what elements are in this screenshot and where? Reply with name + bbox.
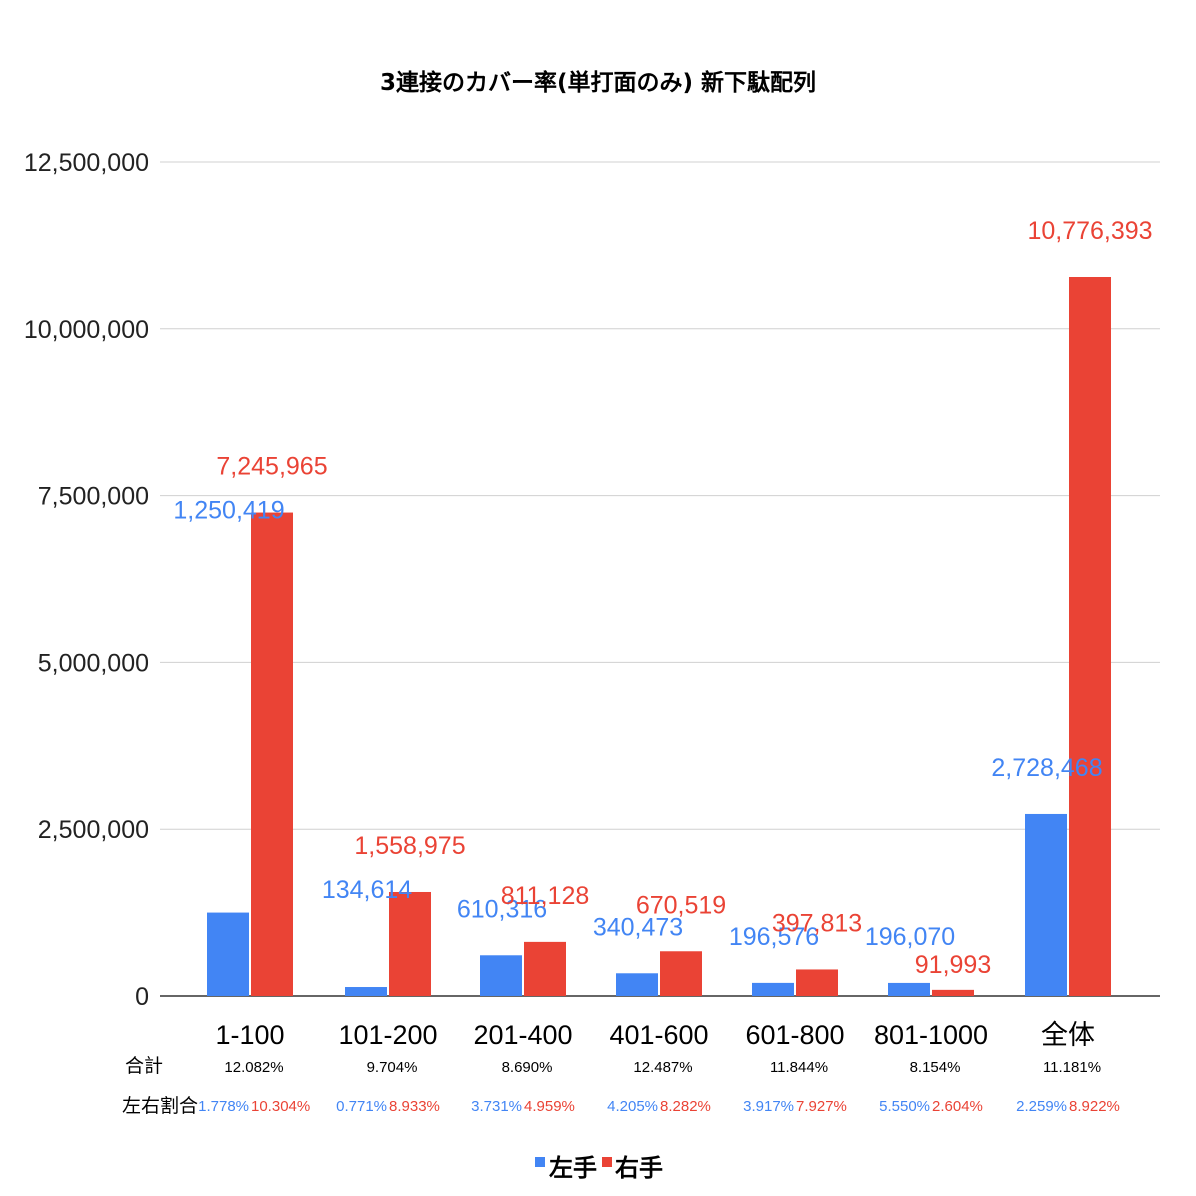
bar-left-hand xyxy=(1025,813,1067,996)
left-ratio-value: 3.917% xyxy=(743,1098,794,1115)
right-ratio-value: 8.933% xyxy=(389,1098,440,1115)
legend-swatch-right-hand xyxy=(602,1157,612,1167)
data-label-right-hand: 811,128 xyxy=(501,882,590,910)
chart-title: 3連接のカバー率(単打面のみ) 新下駄配列 xyxy=(380,69,816,96)
bar-left-hand xyxy=(888,982,930,996)
bar-left-hand xyxy=(207,912,249,996)
data-label-left-hand: 196,576 xyxy=(729,923,819,951)
data-label-left-hand: 134,614 xyxy=(322,876,412,904)
left-ratio-value: 5.550% xyxy=(879,1098,930,1115)
right-ratio-value: 8.282% xyxy=(660,1098,711,1115)
right-ratio-value: 8.922% xyxy=(1069,1098,1120,1115)
left-ratio-value: 1.778% xyxy=(198,1098,249,1115)
legend: 左手 右手 xyxy=(535,1154,663,1182)
data-label-right-hand: 10,776,393 xyxy=(1027,217,1152,245)
bar-left-hand xyxy=(345,987,387,996)
data-label-left-hand: 340,473 xyxy=(593,913,683,941)
left-ratio-value: 4.205% xyxy=(607,1098,658,1115)
total-value: 9.704% xyxy=(367,1059,418,1076)
y-tick-label: 5,000,000 xyxy=(38,649,149,677)
legend-label-right-hand: 右手 xyxy=(615,1154,663,1182)
data-label-right-hand: 397,813 xyxy=(772,909,862,937)
data-label-right-hand: 1,558,975 xyxy=(354,832,465,860)
legend-label-left-hand: 左手 xyxy=(549,1154,597,1182)
gridlines xyxy=(160,161,1160,997)
y-tick-label: 7,500,000 xyxy=(38,483,149,511)
right-ratio-value: 10.304% xyxy=(251,1098,310,1115)
x-tick-label: 101-200 xyxy=(338,1020,437,1050)
data-label-right-hand: 670,519 xyxy=(636,891,726,919)
data-label-right-hand: 91,993 xyxy=(915,951,991,979)
total-row-label: 合計 xyxy=(125,1055,163,1077)
total-value: 12.082% xyxy=(224,1059,283,1076)
y-tick-label: 0 xyxy=(135,983,149,1011)
ratio-row-label: 左右割合 xyxy=(122,1095,198,1117)
y-tick-label: 10,000,000 xyxy=(24,316,149,344)
x-axis-ticks: 1-100 101-200 201-400 401-600 601-800 801-100… xyxy=(215,1020,1095,1050)
bar-left-hand xyxy=(752,982,794,996)
bar-right-hand xyxy=(932,989,974,996)
x-tick-label: 801-1000 xyxy=(874,1020,988,1050)
left-ratio-value: 2.259% xyxy=(1016,1098,1067,1115)
left-ratio-value: 0.771% xyxy=(336,1098,387,1115)
bar-right-hand xyxy=(1069,276,1111,997)
data-label-left-hand: 196,070 xyxy=(865,923,955,951)
x-tick-label: 601-800 xyxy=(745,1020,844,1050)
legend-swatch-left-hand xyxy=(535,1157,545,1167)
data-label-left-hand: 610,316 xyxy=(457,895,547,923)
y-tick-label: 2,500,000 xyxy=(38,816,149,844)
y-axis-ticks: 0 2,500,000 5,000,000 7,500,000 10,000,000 12… xyxy=(24,149,149,1011)
data-label-right-hand: 7,245,965 xyxy=(216,453,327,481)
x-tick-label: 401-600 xyxy=(609,1020,708,1050)
bar-left-hand xyxy=(616,973,658,996)
data-label-left-hand: 1,250,419 xyxy=(173,497,284,525)
left-ratio-value: 3.731% xyxy=(471,1098,522,1115)
bar-right-hand xyxy=(796,969,838,996)
x-tick-label: 201-400 xyxy=(473,1020,572,1050)
summary-table: 合計 左右割合 12.082% 1.778% 10.304% 9.704% 0.771%… xyxy=(122,1055,1120,1117)
bar-right-hand xyxy=(251,512,293,996)
total-value: 12.487% xyxy=(633,1059,692,1076)
x-tick-label: 1-100 xyxy=(215,1020,284,1050)
bars xyxy=(207,276,1111,997)
bar-right-hand xyxy=(389,891,431,996)
right-ratio-value: 7.927% xyxy=(796,1098,847,1115)
total-value: 8.154% xyxy=(910,1059,961,1076)
y-tick-label: 12,500,000 xyxy=(24,149,149,177)
bar-right-hand xyxy=(524,941,566,996)
total-value: 11.181% xyxy=(1043,1059,1101,1076)
data-label-left-hand: 2,728,468 xyxy=(991,754,1102,782)
data-labels: 1,250,419 7,245,965 134,614 1,558,975 610,31… xyxy=(173,217,1152,979)
total-value: 8.690% xyxy=(502,1059,553,1076)
bar-right-hand xyxy=(660,951,702,996)
right-ratio-value: 4.959% xyxy=(524,1098,575,1115)
total-value: 11.844% xyxy=(770,1059,828,1076)
right-ratio-value: 2.604% xyxy=(932,1098,983,1115)
bar-left-hand xyxy=(480,955,522,996)
x-tick-label: 全体 xyxy=(1041,1020,1095,1050)
